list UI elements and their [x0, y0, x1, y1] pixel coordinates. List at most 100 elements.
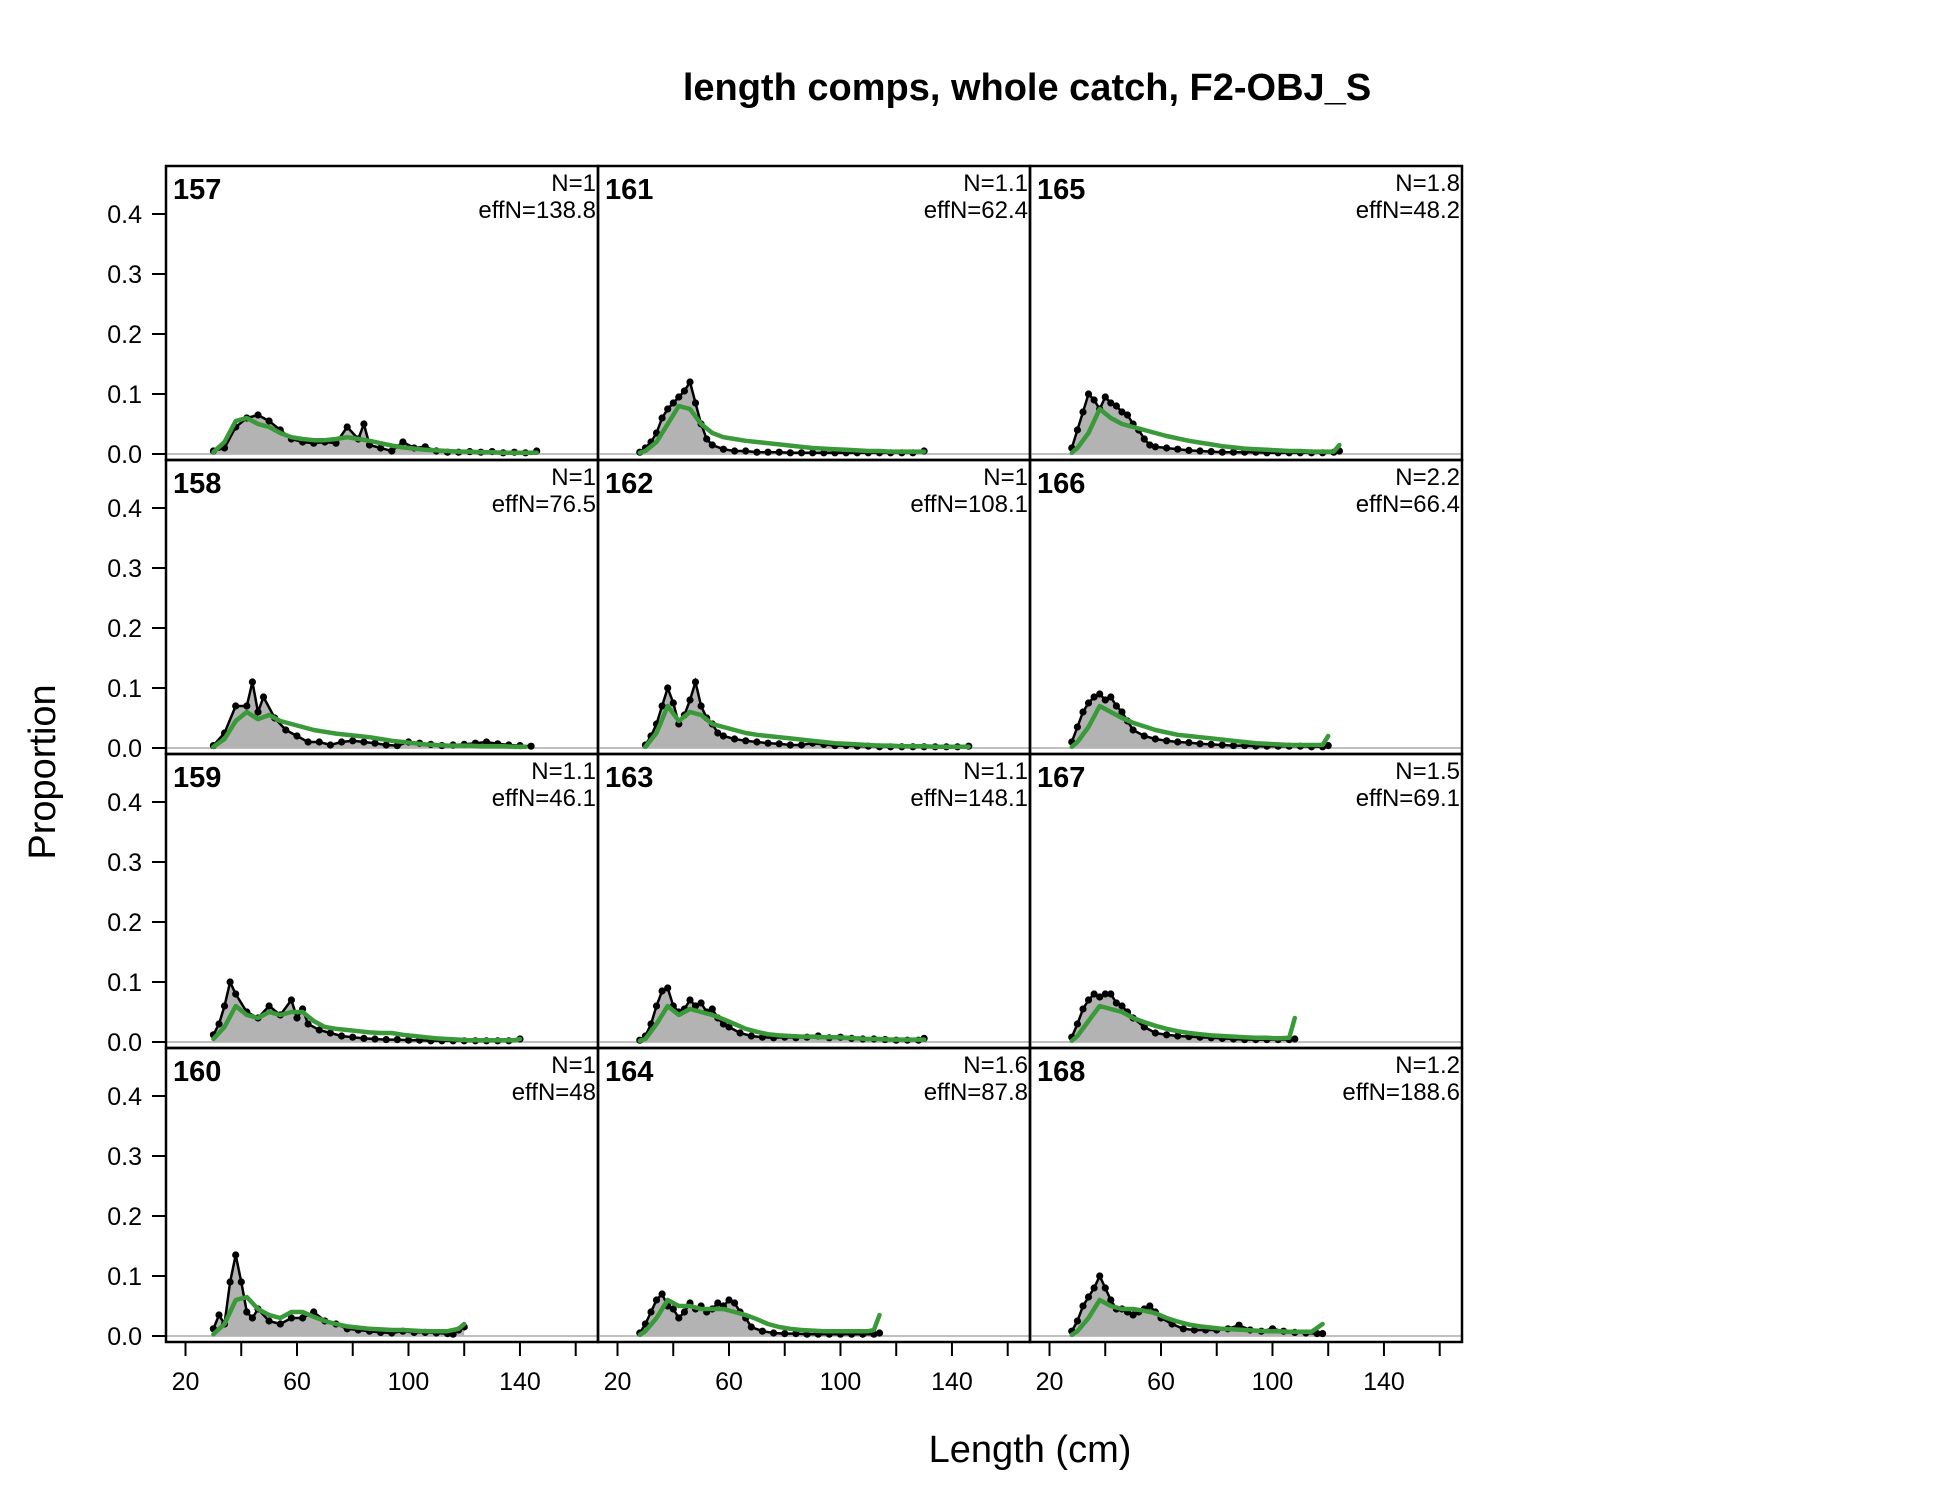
observed-fill	[1071, 394, 1340, 454]
observed-point	[797, 741, 806, 749]
observed-fill	[645, 682, 969, 748]
sample-size-label: N=1	[551, 1052, 596, 1079]
observed-point	[664, 684, 672, 692]
observed-point	[1084, 699, 1093, 707]
observed-point	[1146, 441, 1154, 449]
observed-point	[1084, 1293, 1093, 1301]
y-tick-label: 0.1	[107, 675, 142, 703]
observed-point	[714, 729, 722, 737]
observed-point	[1096, 690, 1104, 698]
observed-point	[377, 444, 385, 452]
y-tick-label: 0.3	[107, 849, 142, 877]
observed-point	[775, 740, 783, 748]
panel-label: 158	[173, 468, 221, 500]
observed-point	[1151, 735, 1159, 743]
observed-point	[248, 678, 256, 686]
y-tick-label: 0.2	[107, 909, 142, 937]
y-axis-title: Proportion	[22, 684, 64, 859]
observed-point	[315, 1026, 323, 1034]
effective-n-label: effN=148.1	[910, 785, 1028, 812]
sample-size-label: N=1	[551, 464, 596, 491]
observed-point	[1218, 448, 1226, 456]
observed-point	[719, 445, 728, 453]
observed-point	[1207, 740, 1215, 749]
observed-point	[1096, 1272, 1104, 1280]
observed-point	[1090, 693, 1098, 701]
observed-point	[691, 399, 700, 407]
observed-point	[731, 735, 739, 743]
x-tick-label: 20	[604, 1368, 632, 1396]
observed-point	[753, 738, 761, 746]
observed-point	[527, 742, 535, 750]
observed-point	[1151, 1029, 1159, 1037]
effective-n-label: effN=46.1	[492, 785, 596, 812]
observed-point	[708, 441, 716, 449]
observed-point	[1196, 740, 1204, 748]
effective-n-label: effN=62.4	[924, 197, 1028, 224]
effective-n-label: effN=66.4	[1356, 491, 1460, 518]
observed-point	[680, 387, 689, 395]
observed-point	[708, 1005, 716, 1013]
y-tick-label: 0.3	[107, 1143, 142, 1171]
observed-point	[220, 1002, 229, 1010]
expected-line	[637, 1297, 882, 1338]
y-tick-label: 0.1	[107, 1263, 142, 1291]
observed-point	[664, 405, 672, 413]
observed-fill	[639, 988, 925, 1042]
observed-point	[669, 399, 677, 407]
observed-point	[304, 738, 312, 746]
observed-point	[1096, 993, 1104, 1001]
observed-point	[371, 739, 379, 747]
observed-fill	[213, 682, 532, 748]
observed-point	[382, 1036, 390, 1044]
observed-point	[664, 984, 672, 992]
x-tick-label: 60	[1147, 1368, 1175, 1396]
x-tick-label: 140	[1363, 1368, 1405, 1396]
observed-point	[349, 737, 357, 745]
expected-line	[211, 1294, 467, 1337]
observed-point	[1073, 723, 1081, 731]
observed-point	[1163, 444, 1171, 452]
observed-point	[254, 708, 262, 716]
observed-point	[243, 1308, 251, 1316]
effective-n-label: effN=87.8	[924, 1079, 1028, 1106]
panel-label: 162	[605, 468, 653, 500]
expected-line	[1069, 1003, 1298, 1044]
sample-size-label: N=1.2	[1395, 1052, 1460, 1079]
observed-point	[875, 1329, 884, 1337]
expected-line	[211, 709, 528, 750]
observed-point	[1174, 445, 1182, 453]
observed-point	[343, 423, 351, 431]
axes: 0.0 0.1 0.2 0.3 0.4 0.0 0.1 0.2 0.3 0.4 0.0 0.1 0.2 0…	[107, 201, 1462, 1396]
observed-point	[1079, 408, 1087, 416]
observed-point	[680, 1308, 689, 1316]
observed-point	[243, 702, 251, 710]
x-tick-label: 60	[715, 1368, 743, 1396]
observed-point	[658, 414, 666, 422]
observed-point	[1101, 696, 1109, 704]
observed-point	[697, 702, 705, 710]
sample-size-label: N=1.1	[963, 758, 1028, 785]
observed-point	[691, 678, 700, 686]
observed-point	[797, 449, 806, 457]
observed-point	[299, 1314, 307, 1322]
observed-fill	[639, 1294, 880, 1336]
observed-point	[686, 696, 694, 704]
observed-point	[259, 693, 268, 701]
observed-point	[248, 1314, 256, 1322]
observed-point	[1073, 1020, 1081, 1028]
panel-label: 160	[173, 1056, 221, 1088]
observed-point	[725, 1296, 733, 1304]
observed-point	[1151, 443, 1159, 451]
observed-point	[1101, 1284, 1109, 1292]
observed-point	[276, 1320, 284, 1328]
observed-point	[686, 996, 694, 1004]
observed-point	[1185, 446, 1193, 454]
observed-point	[1101, 393, 1109, 401]
y-tick-label: 0.0	[107, 735, 142, 763]
observed-point	[1112, 402, 1120, 410]
observed-point	[809, 449, 817, 457]
